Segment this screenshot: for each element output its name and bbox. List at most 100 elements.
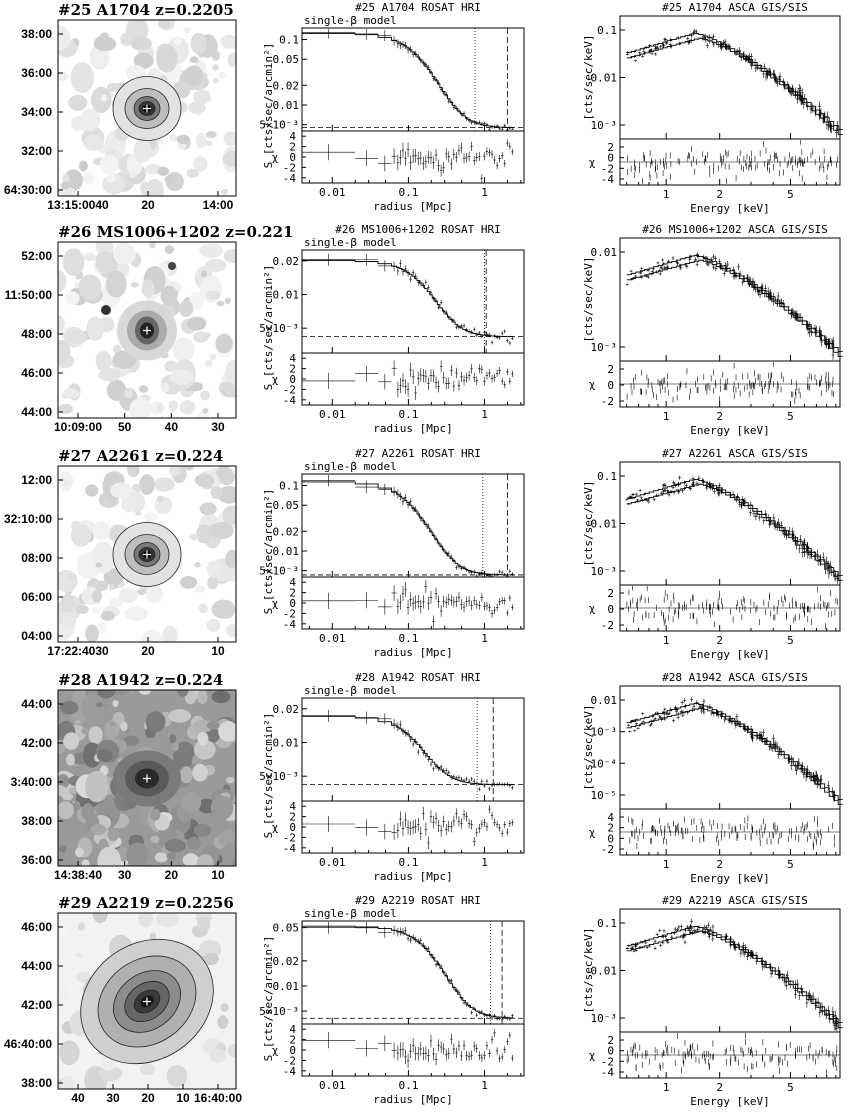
noise-blob xyxy=(95,701,104,708)
noise-blob xyxy=(67,573,77,581)
x-tick-label: 20 xyxy=(165,868,179,882)
noise-blob xyxy=(166,1065,188,1087)
noise-blob xyxy=(182,466,194,471)
noise-blob xyxy=(126,842,149,866)
y-tick-label: 0.05 xyxy=(273,499,300,512)
noise-blob xyxy=(58,403,74,414)
noise-blob xyxy=(187,836,201,850)
resid-axis-label: χ xyxy=(272,821,279,834)
resid-tick-label: -2 xyxy=(601,1055,614,1068)
x-tick-label: 5 xyxy=(787,858,794,871)
noise-blob xyxy=(139,1063,156,1076)
center-marker xyxy=(143,997,151,1006)
image-title: #28 A1942 z=0.224 xyxy=(58,671,223,689)
noise-blob xyxy=(120,495,137,513)
noise-blob xyxy=(193,823,212,837)
noise-blob xyxy=(156,44,178,73)
noise-blob xyxy=(221,188,229,195)
noise-blob xyxy=(96,37,117,51)
noise-blob xyxy=(158,20,171,29)
y-tick-label: 10⁻⁵ xyxy=(591,789,618,802)
noise-blob xyxy=(123,735,139,746)
noise-blob xyxy=(150,835,160,843)
center-marker xyxy=(143,550,151,559)
x-tick-label: 10 xyxy=(176,1091,190,1105)
x-tick-label: 1 xyxy=(663,858,670,871)
x-tick-label: 1 xyxy=(481,1079,488,1092)
x-tick-label: 1 xyxy=(481,408,488,421)
noise-blob xyxy=(206,618,221,632)
resid-tick-label: 0 xyxy=(289,821,296,834)
noise-blob xyxy=(115,690,130,696)
image-title: #29 A2219 z=0.2256 xyxy=(58,894,234,912)
plot-subtitle: single-β model xyxy=(304,236,397,249)
y-tick-label: 0.1 xyxy=(597,917,617,930)
noise-blob xyxy=(192,763,208,782)
plot-title: #25 A1704 ASCA GIS/SIS xyxy=(662,1,808,14)
y-axis-label: S [cts/sec/arcmin²] xyxy=(262,265,275,391)
x-tick-label: 2 xyxy=(716,634,723,647)
y-tick-label: 0.01 xyxy=(591,965,618,978)
x-tick-label: 2 xyxy=(716,858,723,871)
y-axis-label: S [cts/sec/arcmin²] xyxy=(262,489,275,615)
spectrum-frame xyxy=(619,15,841,140)
noise-blob xyxy=(86,316,105,341)
noise-blob xyxy=(210,795,234,821)
y-tick-label: 0.1 xyxy=(597,470,617,483)
noise-blob xyxy=(196,854,214,866)
resid-tick-label: -4 xyxy=(283,172,297,185)
noise-blob xyxy=(120,722,128,732)
resid-tick-label: -2 xyxy=(283,383,296,396)
y-tick-label: 0.01 xyxy=(273,99,300,112)
y-tick-label: 10⁻³ xyxy=(591,726,618,739)
noise-blob xyxy=(74,847,84,858)
center-marker xyxy=(143,774,151,783)
y-tick-label: 5×10⁻³ xyxy=(259,119,299,132)
noise-blob xyxy=(60,181,70,190)
y-tick-label: 04:00 xyxy=(21,629,52,643)
noise-blob xyxy=(128,170,137,178)
noise-blob xyxy=(127,466,140,478)
noise-blob xyxy=(216,300,225,307)
noise-blob xyxy=(133,138,152,163)
noise-blob xyxy=(211,599,236,619)
noise-blob xyxy=(68,787,77,794)
y-tick-label: 32:00 xyxy=(21,144,52,158)
x-tick-label: 14:38:40 xyxy=(54,868,102,882)
model-spectrum xyxy=(626,254,843,352)
noise-blob xyxy=(217,485,236,504)
noise-blob xyxy=(197,916,211,932)
noise-blob xyxy=(179,399,196,415)
noise-blob xyxy=(226,777,235,784)
noise-blob xyxy=(190,32,207,55)
resid-tick-label: -2 xyxy=(283,1054,296,1067)
resid-axis-label: χ xyxy=(272,597,279,610)
resid-axis-label: χ xyxy=(272,1044,279,1057)
noise-blob xyxy=(169,733,177,744)
noise-blob xyxy=(217,1015,229,1029)
y-tick-label: 46:00 xyxy=(21,920,52,934)
resid-tick-label: 0 xyxy=(289,151,296,164)
resid-tick-label: -2 xyxy=(283,831,296,844)
noise-blob xyxy=(155,913,180,927)
y-tick-label: 5×10⁻³ xyxy=(259,322,299,335)
y-tick-label: 0.01 xyxy=(273,980,300,993)
y-tick-label: 38:00 xyxy=(21,1076,52,1090)
noise-blob xyxy=(181,792,202,813)
x-tick-label: 1 xyxy=(663,1081,670,1094)
noise-blob xyxy=(97,846,122,866)
y-tick-label: 0.1 xyxy=(279,480,299,493)
model-spectrum xyxy=(626,259,843,357)
noise-blob xyxy=(112,700,119,707)
noise-blob xyxy=(60,611,76,629)
noise-blob xyxy=(119,587,138,603)
noise-blob xyxy=(149,932,157,940)
y-tick-label: 34:00 xyxy=(21,105,52,119)
noise-blob xyxy=(58,25,71,51)
plot-title: #25 A1704 ROSAT HRI xyxy=(355,1,481,14)
x-axis-label: radius [Mpc] xyxy=(373,200,452,213)
noise-blob xyxy=(112,242,136,265)
noise-blob xyxy=(90,823,107,836)
y-tick-label: 12:00 xyxy=(21,473,52,487)
